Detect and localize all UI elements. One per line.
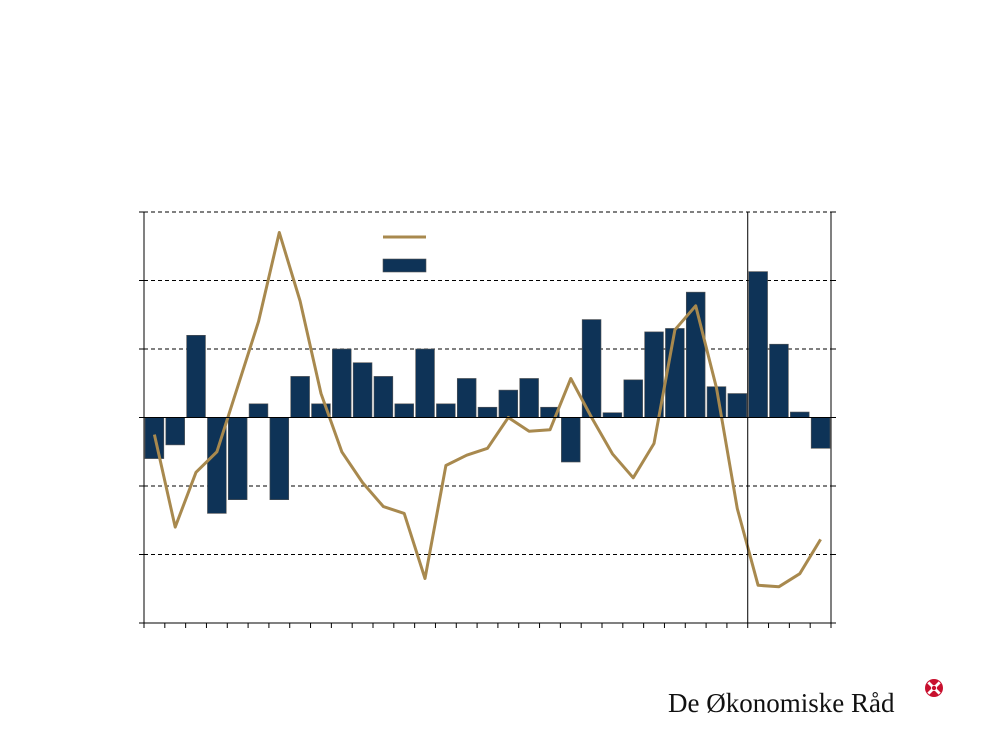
- bar: [519, 378, 539, 418]
- legend: [382, 235, 427, 273]
- legend-bar-swatch: [382, 258, 427, 273]
- brand-logo-block: De Økonomiske Råd: [668, 679, 968, 728]
- bar: [352, 362, 373, 418]
- bar: [561, 417, 581, 463]
- bar: [415, 348, 435, 418]
- bar: [165, 417, 185, 446]
- bar: [436, 403, 456, 418]
- bar: [456, 378, 477, 418]
- red-cross-rosette-logo-icon: [925, 679, 943, 697]
- bar: [186, 334, 206, 418]
- bar-series: [144, 271, 831, 514]
- bar: [394, 403, 414, 418]
- bar: [810, 417, 831, 449]
- bar: [727, 393, 748, 418]
- line-series-path: [152, 231, 822, 589]
- line-series: [152, 231, 822, 589]
- brand-name: De Økonomiske Råd: [668, 688, 895, 718]
- bar: [290, 376, 310, 418]
- bar: [332, 348, 352, 418]
- axes: [139, 211, 836, 628]
- bar: [790, 411, 810, 418]
- bar: [623, 379, 643, 418]
- bar: [269, 417, 290, 500]
- grid-layer: [144, 211, 831, 555]
- bar: [748, 271, 768, 418]
- bar: [248, 403, 269, 418]
- bar: [477, 406, 498, 418]
- bar: [227, 417, 248, 500]
- bar: [602, 412, 623, 418]
- bar: [498, 389, 519, 418]
- bar: [769, 343, 789, 418]
- bar: [373, 376, 394, 418]
